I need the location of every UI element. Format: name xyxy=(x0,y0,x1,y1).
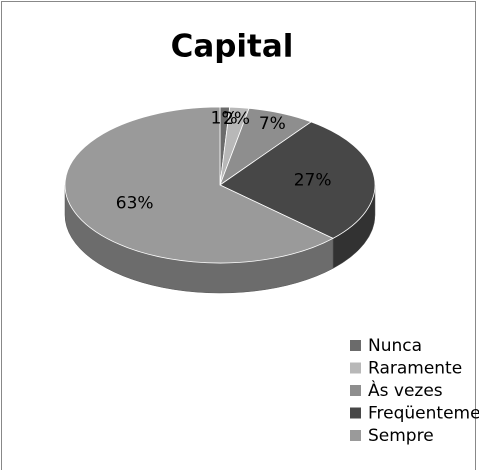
legend-swatch xyxy=(350,362,361,374)
legend-swatch xyxy=(350,340,361,351)
data-label: 2% xyxy=(223,109,250,129)
slice xyxy=(219,121,376,239)
legend-label: Raramente xyxy=(368,359,462,379)
legend-swatch xyxy=(350,385,361,396)
legend-label: Freqüentemente xyxy=(368,404,479,424)
data-label: 1% xyxy=(211,109,238,129)
data-label: 27% xyxy=(294,171,332,191)
data-label: 63% xyxy=(116,194,154,214)
legend-label: Nunca xyxy=(368,336,422,356)
chart-title: Capital xyxy=(171,29,294,65)
legend-swatch xyxy=(350,430,361,441)
slice xyxy=(64,106,334,264)
legend-label: Sempre xyxy=(368,426,434,446)
legend-label: Às vezes xyxy=(368,379,443,401)
data-label: 7% xyxy=(259,114,286,134)
legend-swatch xyxy=(350,407,361,419)
